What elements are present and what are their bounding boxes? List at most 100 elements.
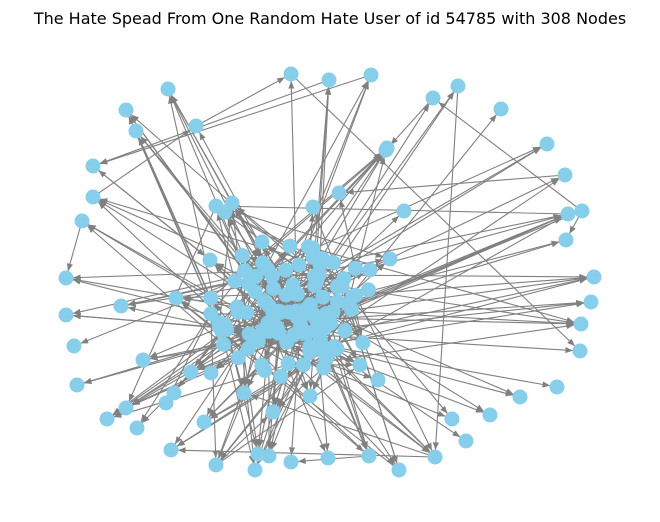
node [363, 67, 379, 83]
edge [326, 275, 588, 315]
edge [86, 225, 239, 359]
node [278, 262, 294, 278]
node [257, 362, 273, 378]
node [85, 158, 101, 174]
node [85, 189, 101, 205]
node [69, 377, 85, 393]
node [229, 299, 245, 315]
node [280, 355, 296, 371]
node [320, 450, 336, 466]
node [241, 326, 257, 342]
edge [67, 220, 83, 272]
node [240, 276, 256, 292]
node [202, 252, 218, 268]
node [378, 142, 394, 158]
node [493, 101, 509, 117]
edge [215, 368, 355, 466]
node [128, 123, 144, 139]
nodes [58, 66, 602, 478]
edge [325, 216, 563, 351]
edge [320, 178, 560, 341]
node [247, 462, 263, 478]
node [99, 411, 115, 427]
node [163, 442, 179, 458]
node [66, 338, 82, 354]
edge [390, 97, 434, 146]
node [291, 257, 307, 273]
node [304, 305, 320, 321]
edge [267, 332, 279, 450]
node [283, 454, 299, 470]
edge [288, 80, 298, 318]
node [361, 448, 377, 464]
node [166, 385, 182, 401]
edge [214, 303, 266, 371]
node [216, 336, 232, 352]
edge [210, 313, 219, 459]
node [265, 404, 281, 420]
edge [140, 313, 212, 423]
node [250, 446, 266, 462]
node [450, 78, 466, 94]
node [305, 199, 321, 215]
edge [318, 86, 332, 275]
node [203, 306, 219, 322]
edge [432, 85, 459, 451]
node [334, 278, 350, 294]
node [560, 206, 576, 222]
edge [322, 277, 588, 348]
node [135, 352, 151, 368]
node [482, 407, 498, 423]
node [396, 203, 412, 219]
node [183, 364, 199, 380]
node [337, 323, 353, 339]
edge [99, 79, 330, 165]
node [265, 305, 281, 321]
edge [99, 74, 372, 165]
node [265, 281, 281, 297]
node [586, 269, 602, 285]
node [74, 213, 90, 229]
node [203, 365, 219, 381]
node [391, 462, 407, 478]
node [583, 294, 599, 310]
node [382, 251, 398, 267]
edge [215, 416, 269, 466]
node [264, 268, 280, 284]
node [118, 400, 134, 416]
node [234, 247, 250, 263]
node [269, 319, 285, 335]
node [444, 411, 460, 427]
node [539, 136, 555, 152]
edge [222, 203, 569, 215]
node [129, 420, 145, 436]
node [512, 389, 528, 405]
node [256, 293, 272, 309]
node [203, 290, 219, 306]
node [160, 81, 176, 97]
node [558, 232, 574, 248]
node [549, 379, 565, 395]
node [208, 457, 224, 473]
edge [345, 174, 566, 195]
edges [67, 73, 588, 471]
node [58, 270, 74, 286]
node [311, 267, 327, 283]
node [158, 395, 174, 411]
edge [125, 216, 562, 409]
node [118, 102, 134, 118]
node [302, 388, 318, 404]
node [236, 385, 252, 401]
node [305, 240, 321, 256]
node [315, 251, 331, 267]
node [315, 342, 331, 358]
node [362, 262, 378, 278]
edge [344, 277, 588, 332]
node [217, 204, 233, 220]
node [352, 357, 368, 373]
edge [332, 213, 576, 313]
edge [216, 212, 236, 282]
node [295, 357, 311, 373]
node [573, 316, 589, 332]
